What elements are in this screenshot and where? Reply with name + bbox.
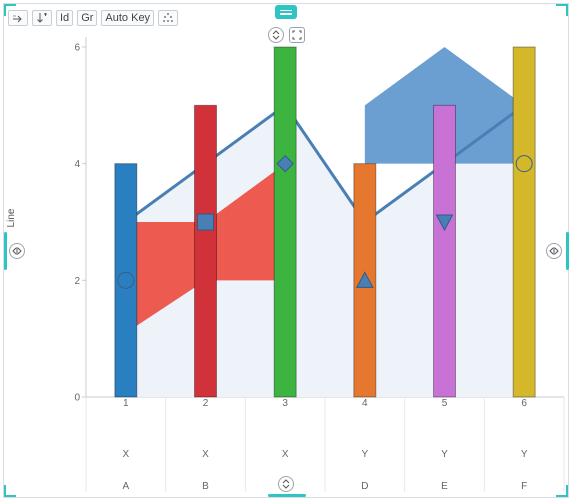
scatter-button[interactable] (158, 10, 179, 26)
x-tick-label: 1 (123, 398, 129, 409)
toolbar: Id Gr Auto Key (8, 10, 179, 26)
expand-horizontal-left-button[interactable] (9, 243, 25, 259)
x-tick-label: 2 (203, 398, 209, 409)
group-button[interactable]: Gr (77, 10, 98, 26)
line-series (124, 103, 526, 225)
y-tick-label: 4 (74, 159, 80, 170)
category-label: D (361, 481, 368, 492)
expand-vertical-icon (272, 30, 280, 40)
marker-triangle-up (356, 271, 374, 288)
marker-diamond (276, 154, 294, 173)
right-resize-handle[interactable] (566, 232, 569, 270)
bar-6 (512, 46, 536, 398)
expand-collapse-bottom-button[interactable] (278, 476, 294, 492)
resize-corner-top-right[interactable] (556, 4, 568, 16)
fullscreen-button[interactable] (289, 27, 305, 43)
arrow-right-icon (13, 15, 22, 23)
bottom-resize-handle[interactable] (268, 494, 306, 497)
bar-1 (114, 163, 138, 398)
x-tick-label: 5 (442, 398, 448, 409)
category-label: X (202, 449, 209, 460)
sort-series-button[interactable] (8, 10, 28, 26)
bar-2 (194, 104, 217, 398)
expand-horizontal-icon (549, 247, 559, 255)
id-button[interactable]: Id (56, 10, 74, 26)
expand-horizontal-icon (12, 247, 22, 255)
x-tick-label: 3 (282, 398, 288, 409)
category-label: A (122, 481, 129, 492)
bar-3 (273, 46, 297, 398)
left-resize-handle[interactable] (4, 232, 7, 270)
marker-square (197, 213, 214, 231)
expand-collapse-vertical-button[interactable] (268, 27, 284, 43)
scatter-icon (163, 13, 173, 22)
y-tick-label: 0 (74, 393, 80, 404)
category-label: Y (521, 449, 528, 460)
category-label: X (122, 449, 129, 460)
marker-triangle-down (435, 214, 454, 232)
category-label: X (282, 449, 289, 460)
category-label: B (202, 481, 209, 492)
category-label: F (521, 481, 527, 492)
x-tick-label: 6 (521, 398, 527, 409)
resize-corner-top-left[interactable] (4, 4, 16, 16)
marker-circle (515, 155, 533, 173)
category-label: E (441, 481, 448, 492)
fullscreen-icon (292, 30, 302, 40)
category-label: Y (441, 449, 448, 460)
x-tick-label: 4 (362, 398, 368, 409)
resize-corner-bottom-left[interactable] (4, 485, 16, 497)
y-tick-label: 6 (74, 43, 80, 54)
category-label: Y (361, 449, 368, 460)
resize-corner-bottom-right[interactable] (556, 485, 568, 497)
expand-horizontal-right-button[interactable] (546, 243, 562, 259)
sort-down-icon (37, 13, 47, 23)
marker-circle (117, 271, 135, 289)
bar-5 (433, 104, 456, 398)
auto-key-button[interactable]: Auto Key (101, 10, 155, 26)
drag-handle-icon[interactable] (275, 5, 297, 19)
y-tick-label: 2 (74, 276, 80, 287)
expand-vertical-icon (282, 479, 290, 489)
sort-down-button[interactable] (32, 10, 52, 26)
